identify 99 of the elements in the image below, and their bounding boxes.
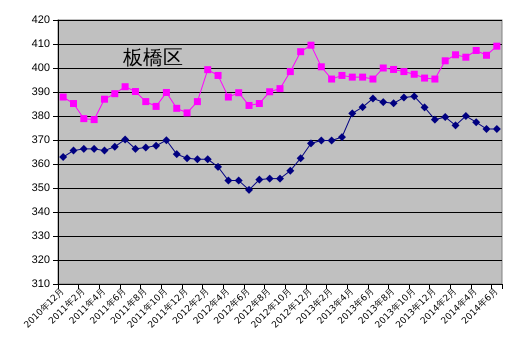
point: [122, 83, 129, 90]
y-tick-label: 320: [32, 254, 50, 266]
point: [368, 94, 377, 102]
point: [80, 144, 88, 153]
point: [483, 52, 490, 59]
y-tick-label: 340: [32, 206, 50, 218]
point: [70, 100, 77, 108]
point: [442, 57, 449, 64]
point: [441, 112, 450, 121]
point: [348, 74, 356, 81]
y-tick-label: 390: [32, 86, 50, 98]
point: [430, 116, 439, 124]
point: [276, 174, 284, 183]
point: [60, 94, 67, 101]
point: [110, 142, 119, 151]
y-tick-label: 350: [32, 182, 50, 194]
point: [462, 54, 470, 61]
point: [338, 72, 346, 79]
point: [317, 136, 326, 144]
point: [286, 68, 294, 76]
y-tick-label: 380: [32, 110, 50, 122]
point: [380, 64, 387, 72]
point: [420, 103, 429, 112]
point: [100, 146, 108, 155]
point: [204, 155, 212, 164]
point: [390, 99, 398, 108]
point: [410, 70, 418, 78]
point: [131, 144, 140, 153]
point: [111, 90, 118, 98]
point: [184, 109, 191, 116]
point: [183, 154, 192, 162]
point: [245, 186, 254, 194]
point: [142, 143, 150, 152]
point: [431, 76, 438, 83]
point: [173, 104, 180, 112]
point: [90, 144, 98, 153]
point: [224, 94, 232, 101]
point: [410, 92, 418, 100]
y-tick-label: 420: [32, 14, 50, 26]
point: [142, 98, 150, 106]
point: [152, 102, 160, 110]
y-tick-label: 330: [32, 230, 50, 242]
point: [214, 162, 222, 171]
point: [318, 63, 325, 70]
point: [59, 153, 68, 162]
point: [400, 68, 408, 76]
point: [152, 142, 160, 150]
point: [379, 98, 388, 106]
point: [296, 154, 305, 162]
point: [204, 66, 212, 74]
y-tick-label: 400: [32, 62, 50, 74]
point: [121, 136, 130, 144]
point: [338, 133, 346, 142]
y-tick-label: 370: [32, 134, 50, 146]
point: [286, 166, 294, 175]
point: [462, 112, 470, 120]
point: [193, 155, 202, 164]
point: [162, 88, 170, 96]
point: [452, 51, 460, 58]
point: [194, 98, 201, 106]
point: [80, 115, 88, 122]
point: [100, 96, 108, 103]
point: [328, 76, 336, 83]
point: [234, 176, 243, 185]
point: [472, 46, 480, 54]
point: [369, 76, 376, 83]
point: [90, 116, 98, 124]
point: [235, 89, 242, 96]
point: [482, 124, 491, 133]
text: 板橋区: [122, 45, 183, 69]
point: [348, 109, 356, 118]
point: [493, 42, 500, 50]
y-tick-label: 310: [32, 278, 50, 290]
point: [132, 88, 139, 96]
point: [246, 102, 253, 109]
point: [214, 72, 222, 79]
point: [255, 176, 264, 184]
y-tick-label: 410: [32, 38, 50, 50]
point: [390, 66, 398, 73]
point: [256, 100, 263, 108]
y-tick-label: 360: [32, 158, 50, 170]
point: [276, 85, 284, 92]
point: [492, 124, 501, 133]
point: [172, 150, 181, 158]
point: [421, 74, 428, 82]
point: [358, 103, 367, 112]
point: [400, 94, 408, 102]
point: [266, 88, 274, 96]
point: [307, 42, 314, 49]
point: [69, 146, 78, 155]
point: [162, 136, 170, 144]
point: [297, 48, 304, 56]
point: [472, 118, 480, 126]
point: [328, 136, 336, 144]
point: [359, 74, 366, 81]
point: [224, 176, 232, 185]
point: [306, 139, 315, 148]
point: [266, 174, 274, 183]
point: [452, 121, 460, 130]
